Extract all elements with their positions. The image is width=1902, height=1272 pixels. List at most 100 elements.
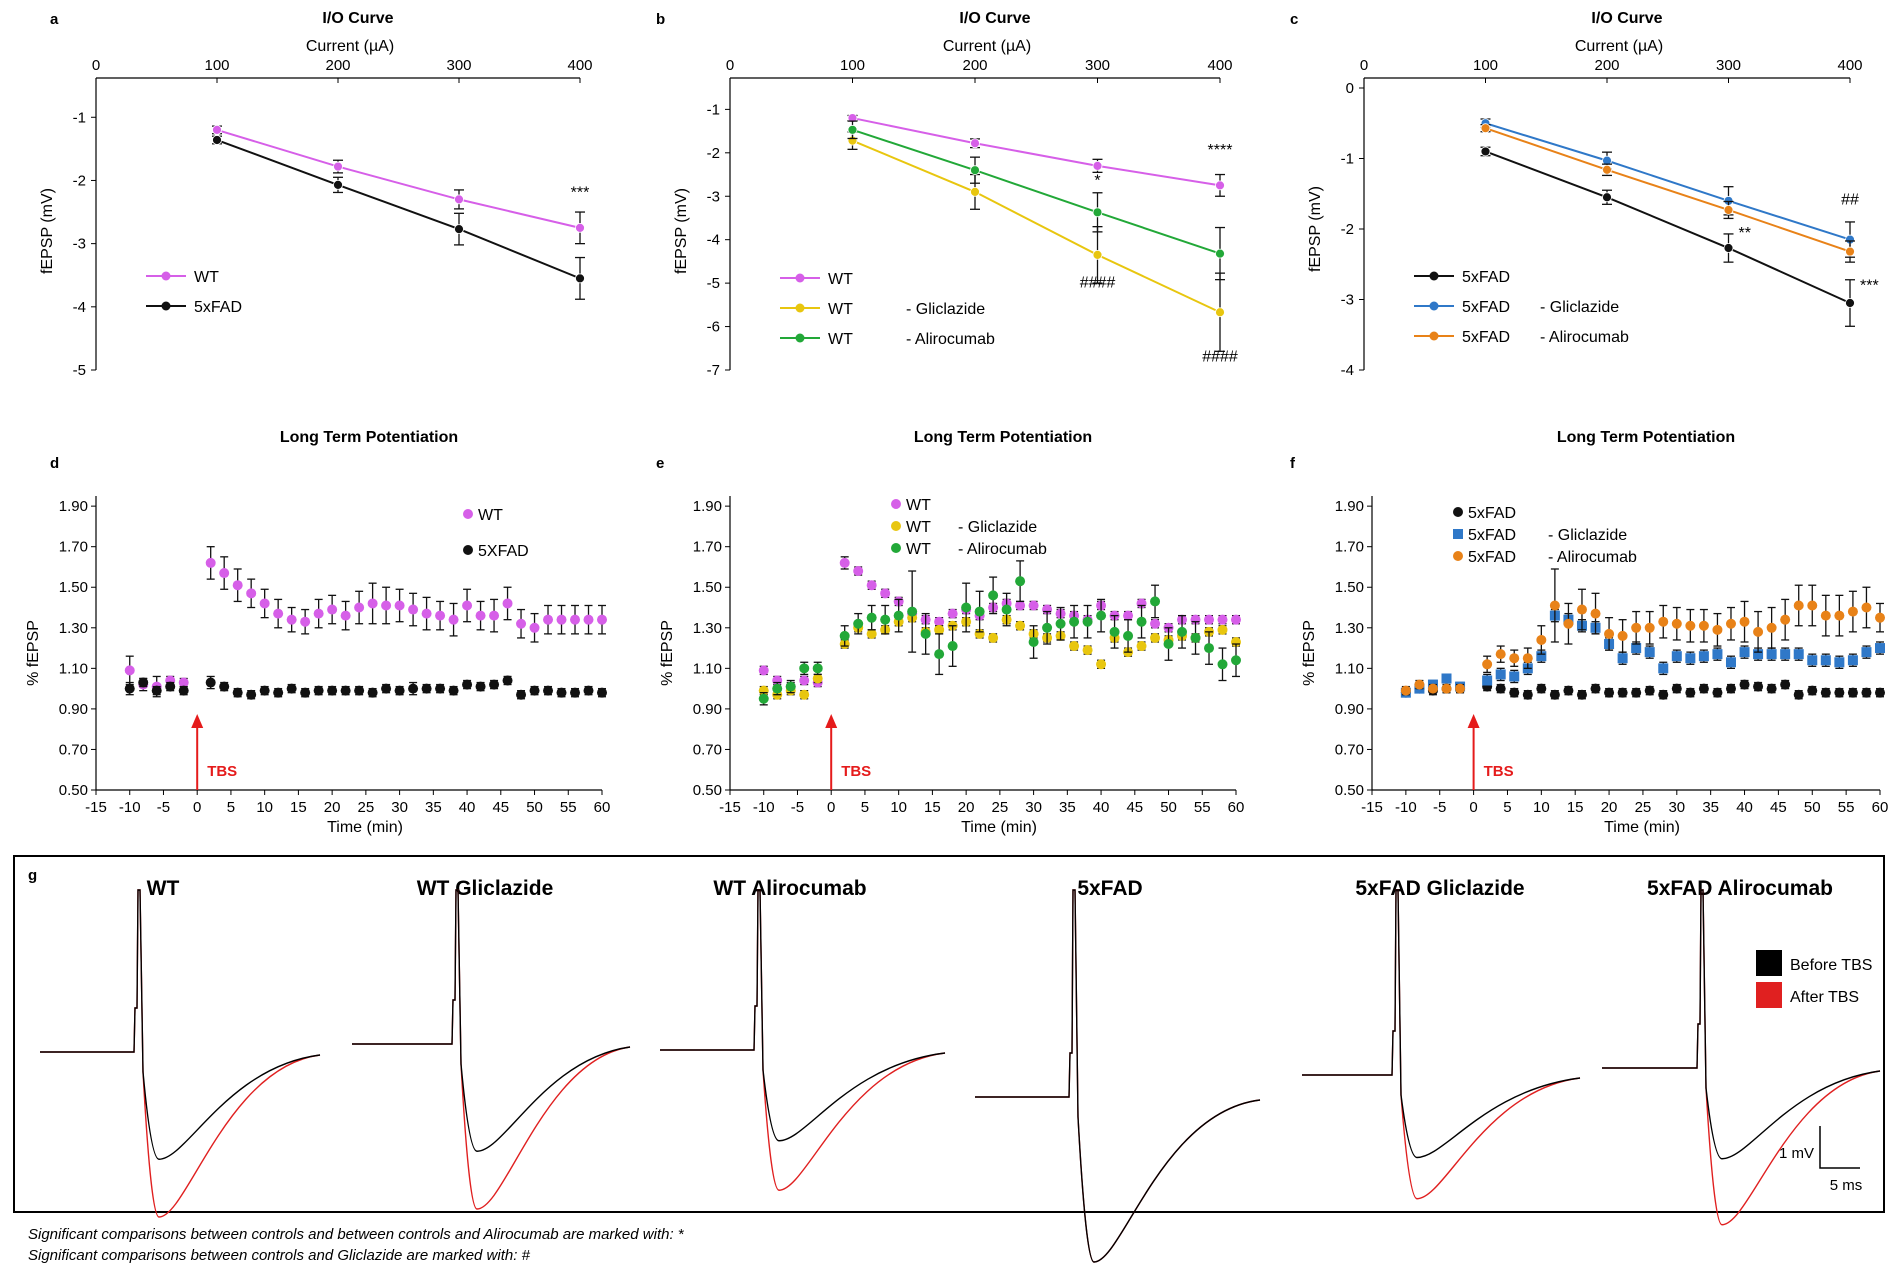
y-tick-label: -3 [1341, 292, 1354, 309]
x-tick-label: 10 [890, 799, 907, 816]
y-tick-label: 0.90 [59, 701, 88, 718]
data-point [1766, 683, 1777, 694]
y-tick-label: -5 [73, 362, 86, 379]
data-point [570, 687, 581, 698]
footnote-hash: Significant comparisons between controls… [28, 1247, 530, 1264]
data-point [1834, 610, 1845, 621]
data-point [333, 179, 343, 190]
legend-label: WT [906, 519, 931, 536]
trace-after-tbs [660, 889, 946, 1191]
data-point [1766, 622, 1777, 633]
data-point [1400, 685, 1411, 696]
y-tick-label: -1 [73, 109, 86, 126]
y-tick-label: 1.50 [59, 579, 88, 596]
data-point [1780, 614, 1791, 625]
data-point [1631, 643, 1642, 654]
y-tick-label: -1 [1341, 151, 1354, 168]
x-axis-label: Time (min) [1604, 819, 1680, 836]
y-tick-label: 1.30 [1335, 620, 1364, 637]
ltp-panel-e: e Long Term Potentiation Time (min) % fEPSP… [656, 429, 1244, 836]
data-point [1509, 687, 1520, 698]
data-point [1685, 620, 1696, 631]
data-point [1495, 683, 1506, 694]
data-point [1685, 653, 1696, 664]
trace-panel-frame [13, 855, 1885, 1213]
trace-after-tbs [975, 889, 1261, 1263]
data-point [1807, 600, 1818, 611]
data-point [246, 689, 257, 700]
x-tick-label: 200 [325, 57, 350, 74]
data-point [920, 628, 931, 639]
data-point [543, 614, 554, 625]
data-point [435, 610, 446, 621]
data-point [1658, 616, 1669, 627]
data-point [866, 612, 877, 623]
data-point [1177, 626, 1188, 637]
legend-swatch-marker [795, 303, 805, 313]
data-point [575, 273, 585, 284]
x-tick-label: 35 [425, 799, 442, 816]
x-tick-label: 45 [492, 799, 509, 816]
legend-swatch-marker [795, 273, 805, 283]
data-point [212, 135, 222, 145]
x-axis-label: Current (µA) [943, 38, 1031, 55]
data-point [475, 610, 486, 621]
data-point [1602, 192, 1612, 203]
data-point [1875, 612, 1885, 623]
data-point [1685, 687, 1696, 698]
data-point [1847, 687, 1858, 698]
x-tick-label: -15 [1361, 799, 1383, 816]
x-tick-label: -5 [157, 799, 170, 816]
tbs-label: TBS [207, 763, 237, 780]
x-tick-label: 45 [1126, 799, 1143, 816]
data-point [1658, 663, 1669, 674]
data-point [758, 693, 769, 704]
x-tick-label: -15 [85, 799, 107, 816]
trace-title: WT Gliclazide [417, 877, 554, 900]
data-point [421, 608, 432, 619]
panel-label: c [1290, 11, 1298, 28]
data-point [1617, 653, 1628, 664]
data-point [1069, 616, 1080, 627]
scale-bar-mv-label: 1 mV [1779, 1145, 1814, 1162]
data-point [1644, 622, 1655, 633]
trace-before-tbs [660, 889, 946, 1142]
data-point [462, 600, 473, 611]
legend-marker [891, 521, 901, 531]
x-tick-label: 5 [1503, 799, 1511, 816]
x-tick-label: 50 [1160, 799, 1177, 816]
y-tick-label: -6 [707, 319, 720, 336]
data-point [1092, 249, 1103, 260]
x-tick-label: 300 [1716, 57, 1741, 74]
x-tick-label: 40 [1736, 799, 1753, 816]
legend-label: WT [906, 497, 931, 514]
x-axis-label: Time (min) [961, 819, 1037, 836]
x-tick-label: 50 [1804, 799, 1821, 816]
chart-title: I/O Curve [1591, 10, 1662, 27]
data-point [1509, 671, 1520, 682]
legend-label: 5xFAD [1462, 269, 1510, 286]
data-point [1150, 618, 1161, 629]
y-tick-label: 0.70 [1335, 741, 1364, 758]
data-point [1522, 689, 1533, 700]
y-tick-label: 1.70 [693, 539, 722, 556]
y-tick-label: -7 [707, 362, 720, 379]
x-tick-label: 10 [1533, 799, 1550, 816]
data-point [1576, 604, 1587, 615]
x-axis-label: Current (µA) [1575, 38, 1663, 55]
data-point [1495, 649, 1506, 660]
legend-suffix: - Gliclazide [1540, 299, 1619, 316]
data-point [1780, 649, 1791, 660]
x-tick-label: 0 [92, 57, 100, 74]
data-point [1215, 248, 1225, 259]
data-point [1015, 620, 1026, 631]
data-point [853, 618, 864, 629]
y-axis-label: % fEPSP [659, 620, 676, 686]
x-tick-label: 55 [1838, 799, 1855, 816]
x-tick-label: 20 [324, 799, 341, 816]
legend-label: 5xFAD [1468, 527, 1516, 544]
data-point [394, 600, 405, 611]
data-point [570, 614, 581, 625]
data-point [1712, 649, 1723, 660]
data-point [219, 681, 230, 692]
